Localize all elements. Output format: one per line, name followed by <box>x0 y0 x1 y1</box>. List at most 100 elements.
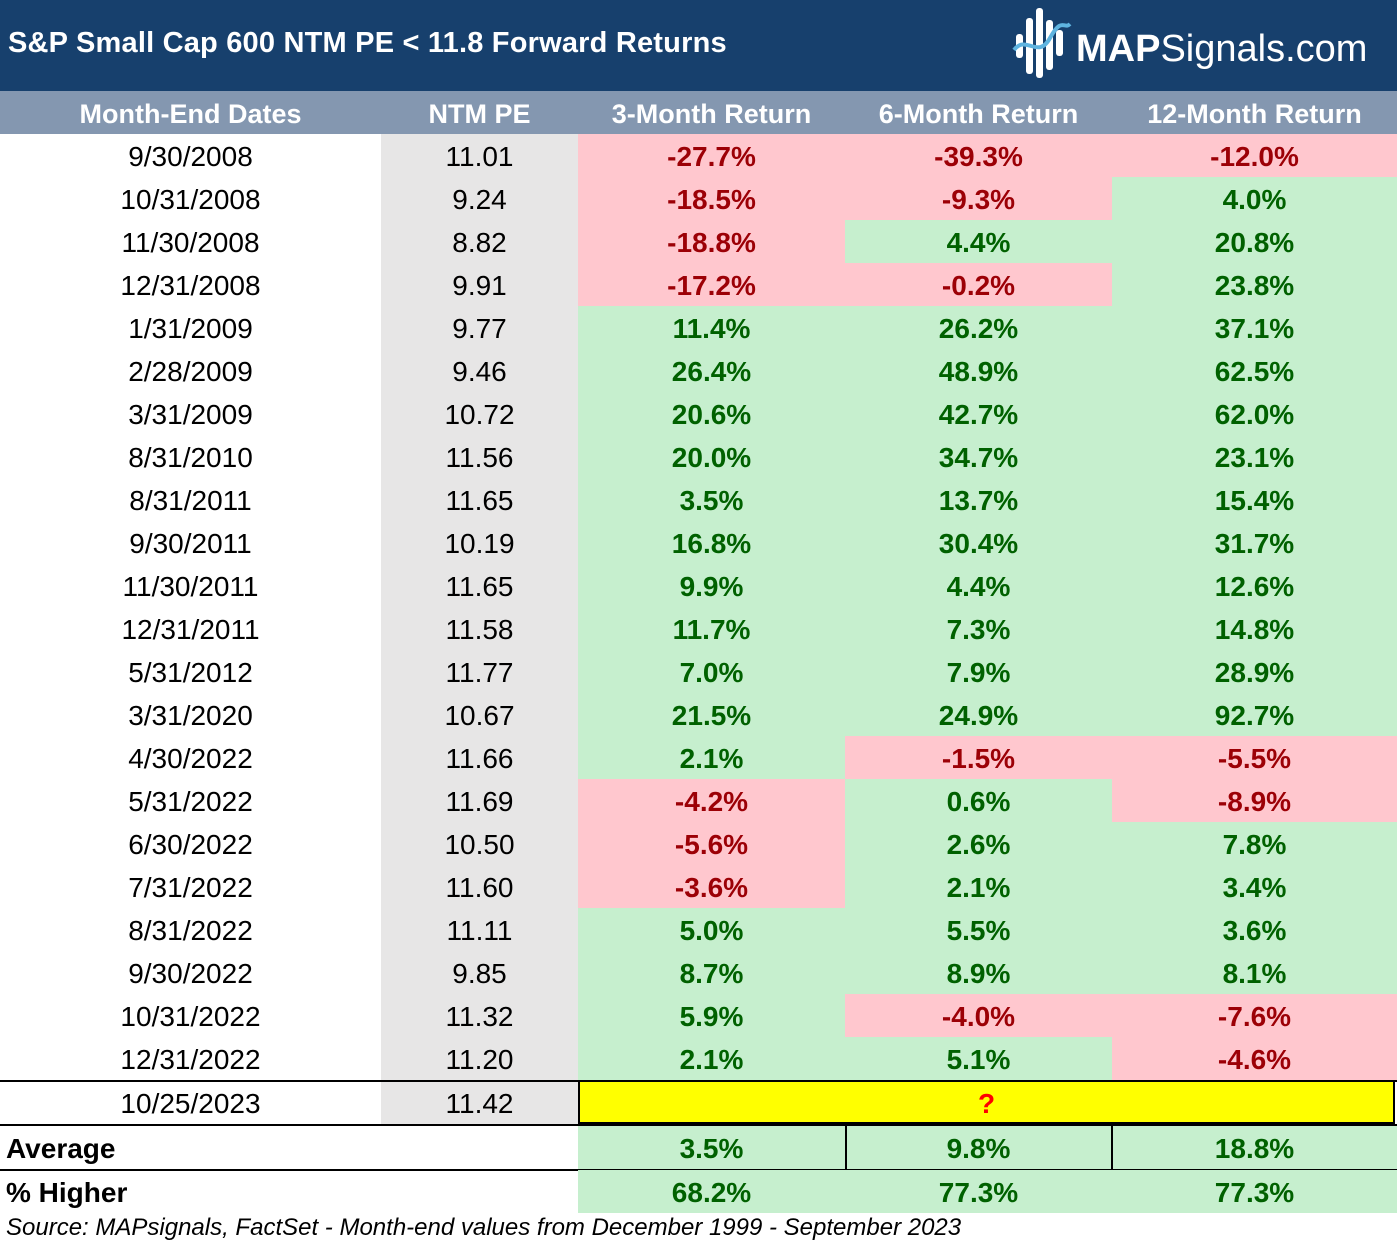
summary-label: % Higher <box>6 1177 128 1208</box>
return-cell: 34.7% <box>845 435 1112 478</box>
return-cell: -5.6% <box>578 822 845 865</box>
return-cell: 13.7% <box>845 478 1112 521</box>
return-cell: -7.6% <box>1112 994 1397 1037</box>
return-cell: 20.6% <box>578 392 845 435</box>
date-cell: 12/31/2008 <box>120 270 261 301</box>
pe-cell: 9.24 <box>381 177 578 220</box>
divider-line <box>0 1080 1397 1082</box>
return-cell: -4.6% <box>1112 1037 1397 1080</box>
pe-cell: 11.66 <box>381 736 578 779</box>
return-cell: 37.1% <box>1112 306 1397 349</box>
column-header: 6-Month Return <box>878 99 1079 129</box>
map-signals-logo-icon <box>1012 8 1072 78</box>
return-cell: 2.1% <box>578 1037 845 1080</box>
return-cell: 20.8% <box>1112 220 1397 263</box>
return-cell: 15.4% <box>1112 478 1397 521</box>
return-cell: 21.5% <box>578 693 845 736</box>
date-cell: 3/31/2020 <box>128 700 253 731</box>
date-cell: 9/30/2008 <box>128 141 253 172</box>
return-cell: 62.0% <box>1112 392 1397 435</box>
date-cell: 3/31/2009 <box>128 399 253 430</box>
column-header: 3-Month Return <box>611 99 812 129</box>
date-cell: 4/30/2022 <box>128 743 253 774</box>
date-cell: 7/31/2022 <box>128 872 253 903</box>
return-cell: 3.6% <box>1112 908 1397 951</box>
return-cell: 26.4% <box>578 349 845 392</box>
return-cell: 2.1% <box>578 736 845 779</box>
return-cell: 3.5% <box>578 478 845 521</box>
logo-text: MAPSignals.com <box>1076 28 1368 70</box>
date-cell: 10/31/2022 <box>120 1001 261 1032</box>
summary-value-cell: 3.5% <box>578 1126 845 1169</box>
return-cell: 23.1% <box>1112 435 1397 478</box>
date-cell: 2/28/2009 <box>128 356 253 387</box>
date-cell: 8/31/2011 <box>129 485 252 516</box>
summary-value-cell: 68.2% <box>578 1170 845 1213</box>
return-cell: 20.0% <box>578 435 845 478</box>
divider-line <box>0 1169 578 1171</box>
date-cell: 10/31/2008 <box>120 184 261 215</box>
return-cell: -5.5% <box>1112 736 1397 779</box>
return-cell: -18.8% <box>578 220 845 263</box>
return-cell: 5.5% <box>845 908 1112 951</box>
pe-cell: 9.85 <box>381 951 578 994</box>
return-cell: 92.7% <box>1112 693 1397 736</box>
pe-cell: 11.56 <box>381 435 578 478</box>
return-cell: -12.0% <box>1112 134 1397 177</box>
pe-cell: 10.19 <box>381 521 578 564</box>
return-cell: 4.4% <box>845 220 1112 263</box>
date-cell: 9/30/2022 <box>128 958 253 989</box>
return-cell: 31.7% <box>1112 521 1397 564</box>
return-cell: 11.7% <box>578 607 845 650</box>
date-cell: 12/31/2022 <box>120 1044 261 1075</box>
pe-cell: 8.82 <box>381 220 578 263</box>
pe-cell: 11.65 <box>381 564 578 607</box>
date-cell: 9/30/2011 <box>129 528 252 559</box>
return-cell: -17.2% <box>578 263 845 306</box>
return-cell: 5.9% <box>578 994 845 1037</box>
pe-cell: 9.91 <box>381 263 578 306</box>
date-cell: 6/30/2022 <box>128 829 253 860</box>
return-cell: 8.9% <box>845 951 1112 994</box>
return-cell: 4.0% <box>1112 177 1397 220</box>
return-cell: 23.8% <box>1112 263 1397 306</box>
pe-cell: 11.69 <box>381 779 578 822</box>
return-cell: -4.0% <box>845 994 1112 1037</box>
cell-border <box>845 1126 847 1169</box>
pe-cell: 11.32 <box>381 994 578 1037</box>
return-cell: 0.6% <box>845 779 1112 822</box>
return-cell: 16.8% <box>578 521 845 564</box>
summary-value-cell: 77.3% <box>845 1170 1112 1213</box>
return-cell: 12.6% <box>1112 564 1397 607</box>
pe-cell: 11.77 <box>381 650 578 693</box>
pe-cell: 10.50 <box>381 822 578 865</box>
return-cell: 7.3% <box>845 607 1112 650</box>
return-cell: 4.4% <box>845 564 1112 607</box>
return-cell: 26.2% <box>845 306 1112 349</box>
current-date-cell: 10/25/2023 <box>120 1088 261 1119</box>
return-cell: -3.6% <box>578 865 845 908</box>
return-cell: 7.9% <box>845 650 1112 693</box>
column-header: NTM PE <box>428 99 531 129</box>
return-cell: 24.9% <box>845 693 1112 736</box>
chart-title: S&P Small Cap 600 NTM PE < 11.8 Forward … <box>8 27 727 59</box>
return-cell: -1.5% <box>845 736 1112 779</box>
pe-cell: 11.60 <box>381 865 578 908</box>
return-cell: -9.3% <box>845 177 1112 220</box>
divider-line <box>0 1124 1397 1126</box>
date-cell: 1/31/2009 <box>128 313 253 344</box>
return-cell: 62.5% <box>1112 349 1397 392</box>
return-cell: -8.9% <box>1112 779 1397 822</box>
return-cell: 30.4% <box>845 521 1112 564</box>
brand-logo: MAPSignals.com <box>1012 4 1392 88</box>
return-cell: 14.8% <box>1112 607 1397 650</box>
return-cell: 2.1% <box>845 865 1112 908</box>
return-cell: 9.9% <box>578 564 845 607</box>
return-cell: -0.2% <box>845 263 1112 306</box>
column-header: Month-End Dates <box>79 99 302 129</box>
source-note: Source: MAPsignals, FactSet - Month-end … <box>6 1214 962 1241</box>
return-cell: -39.3% <box>845 134 1112 177</box>
return-cell: 2.6% <box>845 822 1112 865</box>
cell-border <box>1111 1126 1113 1169</box>
